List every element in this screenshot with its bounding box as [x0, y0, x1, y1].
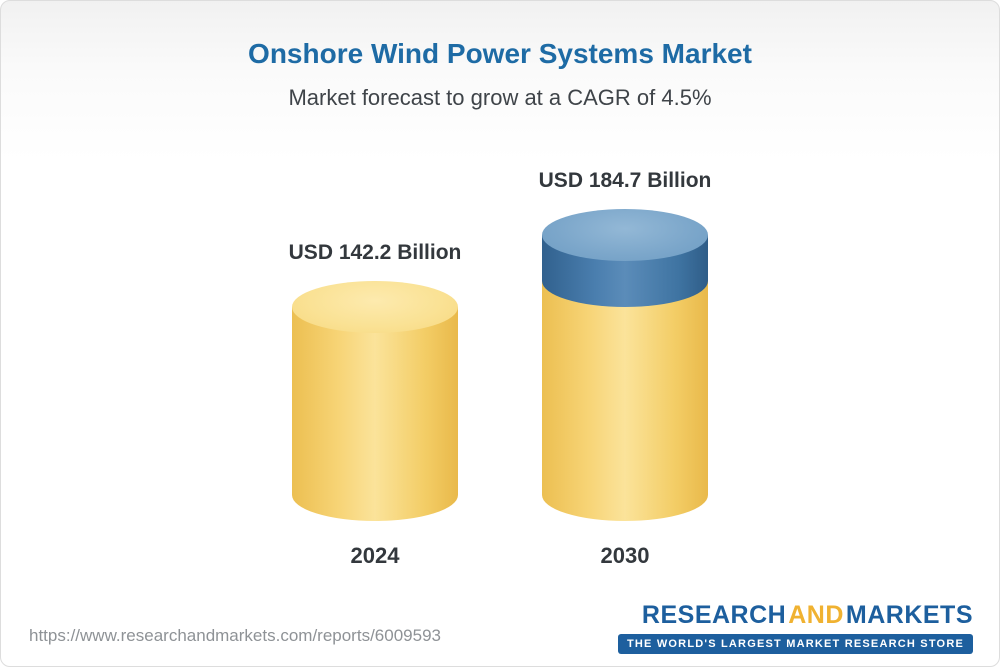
- chart-area: USD 142.2 Billion 2024 USD 184.7 Billion…: [1, 151, 999, 569]
- value-label-2024: USD 142.2 Billion: [288, 241, 462, 264]
- chart-subtitle: Market forecast to grow at a CAGR of 4.5…: [288, 85, 712, 110]
- brand-word-research: RESEARCH: [641, 601, 787, 629]
- chart-title: Onshore Wind Power Systems Market: [248, 38, 752, 69]
- source-url: https://www.researchandmarkets.com/repor…: [29, 626, 441, 645]
- cylinder-base-segment: [292, 307, 458, 521]
- footer: https://www.researchandmarkets.com/repor…: [1, 596, 999, 666]
- brand-tagline: THE WORLD'S LARGEST MARKET RESEARCH STOR…: [617, 634, 973, 654]
- bar-wrap-2024: USD 142.2 Billion: [289, 151, 461, 521]
- cylinder-2024: [292, 281, 458, 521]
- brand-logo: RESEARCHANDMARKETS THE WORLD'S LARGEST M…: [617, 601, 973, 654]
- brand-word-and: AND: [788, 601, 844, 629]
- x-label-2024: 2024: [350, 543, 400, 568]
- header: Onshore Wind Power Systems Market Market…: [1, 1, 999, 111]
- cylinder-top-ellipse-growth: [542, 209, 708, 261]
- value-label-2030: USD 184.7 Billion: [538, 169, 712, 192]
- cylinder-2030: [542, 209, 708, 521]
- bar-group-2030: USD 184.7 Billion 2030: [539, 151, 712, 569]
- bar-group-2024: USD 142.2 Billion 2024: [289, 151, 462, 569]
- x-label-2030: 2030: [600, 543, 650, 568]
- cylinder-top-ellipse: [292, 281, 458, 333]
- brand-word-markets: MARKETS: [845, 601, 973, 629]
- brand-wordmark: RESEARCHANDMARKETS: [618, 601, 973, 630]
- bar-wrap-2030: USD 184.7 Billion: [539, 151, 711, 521]
- cylinder-base-segment: [542, 281, 708, 521]
